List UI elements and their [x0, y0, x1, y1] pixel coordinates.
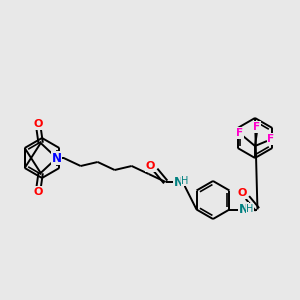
Text: H: H: [246, 203, 254, 214]
Text: N: N: [238, 203, 248, 216]
Text: F: F: [267, 134, 274, 144]
Text: H: H: [182, 176, 189, 186]
Text: N: N: [52, 152, 62, 164]
Text: O: O: [34, 187, 43, 197]
Text: F: F: [254, 122, 261, 132]
Text: N: N: [174, 176, 184, 188]
Text: O: O: [34, 119, 43, 129]
Text: O: O: [146, 161, 155, 171]
Text: O: O: [238, 188, 247, 199]
Text: F: F: [236, 128, 244, 138]
